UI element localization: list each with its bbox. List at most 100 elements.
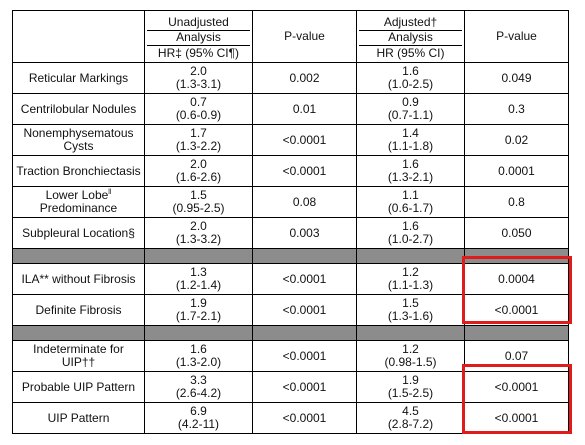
unadjusted-hr-cell-ci: (4.2-11) <box>177 417 220 431</box>
adjusted-hr-cell-value: 1.9 <box>402 373 419 387</box>
unadjusted-hr-cell: 1.7 (1.3-2.2) <box>144 124 253 156</box>
adjusted-hr-cell-value: 1.6 <box>402 219 419 233</box>
header-adjusted-pvalue: P-value <box>464 10 569 63</box>
row-label: Nonemphysematous Cysts <box>12 124 145 156</box>
row-label-footnote-mark: ll <box>108 189 112 196</box>
adjusted-hr-cell-value: 1.2 <box>402 342 419 356</box>
row-label-text-line2: Predominance <box>39 201 118 215</box>
separator-cell <box>144 325 253 341</box>
unadjusted-hr-cell-ci: (1.3-3.1) <box>175 77 222 91</box>
header-adjusted-hr: Adjusted† Analysis HR (95% CI) <box>356 10 465 63</box>
unadjusted-hr-cell-value: 1.7 <box>190 126 207 140</box>
header-adjusted-line2: Analysis <box>359 31 462 46</box>
separator-cell <box>252 325 357 341</box>
adjusted-hr-cell: 1.4 (1.1-1.8) <box>356 124 465 156</box>
unadjusted-pvalue-cell: <0.0001 <box>252 263 357 295</box>
separator-cell <box>356 325 465 341</box>
unadjusted-hr-cell-value: 6.9 <box>190 404 207 418</box>
unadjusted-pvalue-cell: <0.0001 <box>252 124 357 156</box>
adjusted-hr-cell: 1.2 (1.1-1.3) <box>356 263 465 295</box>
adjusted-hr-cell-ci: (1.0-2.5) <box>387 77 434 91</box>
adjusted-hr-cell-ci: (1.3-1.6) <box>387 309 434 323</box>
adjusted-pvalue-cell: 0.8 <box>464 186 569 218</box>
adjusted-hr-cell-value: 4.5 <box>402 404 419 418</box>
adjusted-hr-cell-ci: (1.3-2.1) <box>387 170 434 184</box>
group-separator-1 <box>12 248 569 264</box>
separator-cell <box>12 248 145 264</box>
header-unadjusted-line3: HR‡ (95% CI¶) <box>157 46 240 60</box>
unadjusted-hr-cell-value: 1.6 <box>190 342 207 356</box>
adjusted-pvalue-cell: <0.0001 <box>464 371 569 403</box>
unadjusted-hr-cell-value: 3.3 <box>190 373 207 387</box>
adjusted-pvalue-cell: 0.3 <box>464 93 569 125</box>
adjusted-hr-cell: 1.6 (1.3-2.1) <box>356 155 465 187</box>
row-label: Indeterminate for UIP†† <box>12 340 145 372</box>
unadjusted-hr-cell: 2.0 (1.6-2.6) <box>144 155 253 187</box>
unadjusted-pvalue-cell: <0.0001 <box>252 155 357 187</box>
unadjusted-pvalue-cell: <0.0001 <box>252 371 357 403</box>
adjusted-pvalue-cell: 0.02 <box>464 124 569 156</box>
table-row: Centrilobular Nodules 0.7 (0.6-0.9) 0.01 0.9… <box>12 93 569 125</box>
adjusted-hr-cell-value: 1.4 <box>402 126 419 140</box>
unadjusted-hr-cell-ci: (1.7-2.1) <box>175 309 222 323</box>
unadjusted-hr-cell-value: 1.5 <box>190 188 207 202</box>
unadjusted-pvalue-cell: <0.0001 <box>252 402 357 434</box>
adjusted-hr-cell-ci: (0.98-1.5) <box>384 355 437 369</box>
adjusted-hr-cell: 1.1 (0.6-1.7) <box>356 186 465 218</box>
unadjusted-hr-cell: 2.0 (1.3-3.1) <box>144 62 253 94</box>
adjusted-hr-cell-ci: (1.1-1.3) <box>387 278 434 292</box>
adjusted-pvalue-cell: 0.07 <box>464 340 569 372</box>
row-label: Definite Fibrosis <box>12 294 145 326</box>
header-unadjusted-pvalue: P-value <box>252 10 357 63</box>
row-label: Probable UIP Pattern <box>12 371 145 403</box>
adjusted-hr-cell-ci: (1.0-2.7) <box>387 232 434 246</box>
table-row: Subpleural Location§ 2.0 (1.3-3.2) 0.003 1.6… <box>12 217 569 249</box>
table-row: UIP Pattern 6.9 (4.2-11) <0.0001 4.5 (2.8-7.2… <box>12 402 569 434</box>
adjusted-pvalue-cell: 0.0004 <box>464 263 569 295</box>
table-row: Lower Lobell Predominance 1.5 (0.95-2.5) 0.0… <box>12 186 569 218</box>
header-adjusted-line1: Adjusted† <box>359 16 462 31</box>
adjusted-hr-cell: 1.6 (1.0-2.7) <box>356 217 465 249</box>
header-row: Unadjusted Analysis HR‡ (95% CI¶) P-valu… <box>12 10 569 63</box>
adjusted-hr-cell-value: 1.1 <box>402 188 419 202</box>
header-feature <box>12 10 145 63</box>
row-label: Traction Bronchiectasis <box>12 155 145 187</box>
unadjusted-hr-cell: 2.0 (1.3-3.2) <box>144 217 253 249</box>
header-unadjusted-line2: Analysis <box>147 31 250 46</box>
unadjusted-hr-cell-ci: (2.6-4.2) <box>175 386 222 400</box>
adjusted-hr-cell-value: 0.9 <box>402 95 419 109</box>
unadjusted-pvalue-cell: 0.002 <box>252 62 357 94</box>
separator-cell <box>464 248 569 264</box>
unadjusted-hr-cell-ci: (1.3-2.2) <box>175 139 222 153</box>
table-row: ILA** without Fibrosis 1.3 (1.2-1.4) <0.000… <box>12 263 569 295</box>
unadjusted-hr-cell: 1.9 (1.7-2.1) <box>144 294 253 326</box>
unadjusted-hr-cell-value: 0.7 <box>190 95 207 109</box>
hazard-ratio-table-wrapper: Unadjusted Analysis HR‡ (95% CI¶) P-valu… <box>12 10 569 434</box>
table-row: Nonemphysematous Cysts 1.7 (1.3-2.2) <0.000… <box>12 124 569 156</box>
table-row: Indeterminate for UIP†† 1.6 (1.3-2.0) <0.00… <box>12 340 569 372</box>
unadjusted-hr-cell-ci: (1.2-1.4) <box>175 278 222 292</box>
adjusted-hr-cell: 1.2 (0.98-1.5) <box>356 340 465 372</box>
table-row: Definite Fibrosis 1.9 (1.7-2.1) <0.0001 1.5(… <box>12 294 569 326</box>
unadjusted-hr-cell-value: 2.0 <box>190 157 207 171</box>
row-label: Subpleural Location§ <box>12 217 145 249</box>
adjusted-hr-cell: 4.5 (2.8-7.2) <box>356 402 465 434</box>
adjusted-hr-cell-ci: (2.8-7.2) <box>387 417 434 431</box>
unadjusted-hr-cell-value: 1.3 <box>190 265 207 279</box>
unadjusted-hr-cell: 1.3 (1.2-1.4) <box>144 263 253 295</box>
adjusted-hr-cell: 1.9 (1.5-2.5) <box>356 371 465 403</box>
unadjusted-hr-cell: 0.7 (0.6-0.9) <box>144 93 253 125</box>
unadjusted-pvalue-cell: 0.08 <box>252 186 357 218</box>
unadjusted-hr-cell: 1.5 (0.95-2.5) <box>144 186 253 218</box>
unadjusted-hr-cell: 3.3 (2.6-4.2) <box>144 371 253 403</box>
unadjusted-pvalue-cell: <0.0001 <box>252 294 357 326</box>
unadjusted-hr-cell-ci: (0.95-2.5) <box>172 201 225 215</box>
row-label: Centrilobular Nodules <box>12 93 145 125</box>
adjusted-hr-cell-ci: (0.6-1.7) <box>387 201 434 215</box>
adjusted-hr-cell-ci: (1.1-1.8) <box>387 139 434 153</box>
adjusted-pvalue-cell: <0.0001 <box>464 402 569 434</box>
table-row: Reticular Markings 2.0 (1.3-3.1) 0.002 1.6 (1… <box>12 62 569 94</box>
adjusted-hr-cell-ci: (0.7-1.1) <box>387 108 434 122</box>
adjusted-hr-cell-value: 1.6 <box>402 157 419 171</box>
table-row: Probable UIP Pattern 3.3 (2.6-4.2) <0.0001 1… <box>12 371 569 403</box>
